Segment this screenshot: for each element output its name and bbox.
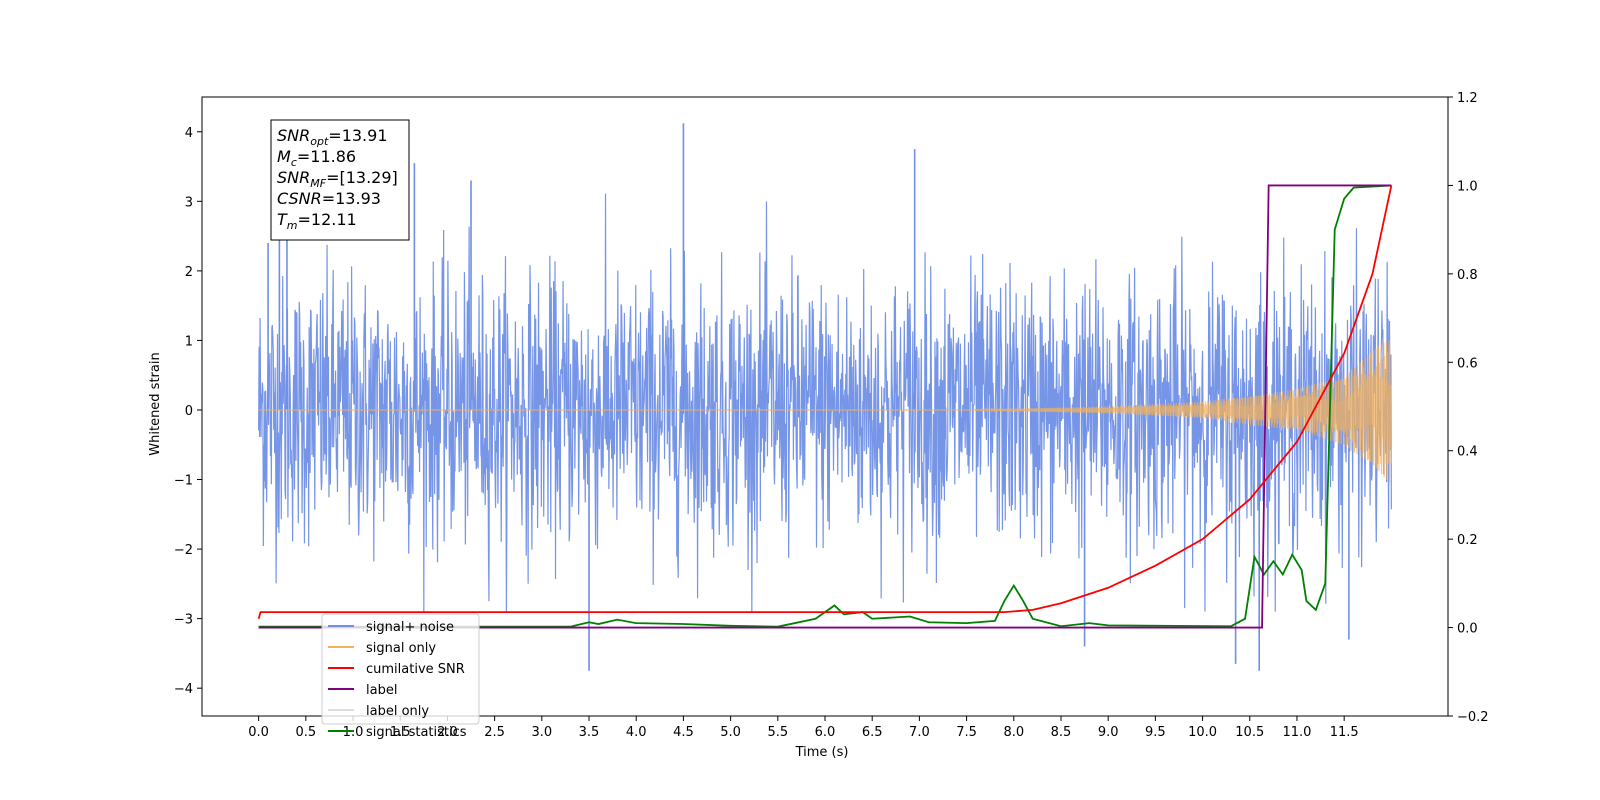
y-left-tick-label: −3 — [174, 613, 193, 628]
annotation-line: CSNR=13.93 — [277, 189, 381, 208]
x-tick-label: 11.5 — [1330, 725, 1359, 740]
x-tick-label: 6.5 — [862, 725, 883, 740]
legend-entry: cumilative SNR — [366, 662, 465, 677]
y-left-tick-label: 4 — [185, 126, 193, 141]
y-right-tick-label: 0.8 — [1457, 268, 1478, 283]
y-right-tick-label: 0.2 — [1457, 533, 1478, 548]
x-tick-label: 0.0 — [248, 725, 269, 740]
annotation-line: Mc=11.86 — [277, 147, 356, 169]
x-tick-label: 1.0 — [343, 725, 364, 740]
plot-area — [257, 123, 1393, 671]
y-left-tick-label: 2 — [185, 265, 193, 280]
x-tick-label: 4.0 — [626, 725, 647, 740]
series-signal-noise-peaks — [267, 123, 1350, 671]
legend-entry: label — [366, 683, 397, 698]
annotation-line: SNRopt=13.91 — [277, 126, 388, 148]
axes: 0.0 0.5 1.0 1.5 2.0 2.5 3.0 3.5 4.0 4.5 5.0 5.5 6.0 6… — [174, 91, 1489, 740]
x-tick-label: 3.0 — [531, 725, 552, 740]
x-tick-label: 4.5 — [673, 725, 694, 740]
y-right-tick-label: −0.2 — [1457, 710, 1489, 725]
legend-entry: label only — [366, 704, 429, 719]
y-right-tick-label: 1.2 — [1457, 91, 1478, 106]
legend: signal+ noise signal only cumilative SNR la… — [321, 613, 480, 740]
x-tick-label: 7.5 — [956, 725, 977, 740]
y-left-tick-label: 1 — [185, 334, 193, 349]
x-tick-label: 8.5 — [1051, 725, 1072, 740]
x-tick-label: 6.0 — [815, 725, 836, 740]
annotation-line: Tm=12.11 — [277, 210, 357, 232]
legend-frame — [321, 613, 480, 725]
y-right-tick-label: 0.4 — [1457, 445, 1478, 460]
x-axis-label: Time (s) — [795, 745, 849, 760]
x-tick-label: 10.5 — [1235, 725, 1264, 740]
x-tick-label: 9.0 — [1098, 725, 1119, 740]
y-left-tick-label: −4 — [174, 682, 193, 697]
x-tick-label: 1.5 — [390, 725, 411, 740]
x-tick-label: 7.0 — [909, 725, 930, 740]
x-tick-label: 8.0 — [1003, 725, 1024, 740]
y-right-tick-label: 0.6 — [1457, 356, 1478, 371]
series-signal-noise — [258, 193, 1392, 612]
series-cumulative-snr — [257, 185, 1393, 619]
x-tick-label: 5.5 — [767, 725, 788, 740]
series-signal-statistics — [258, 184, 1392, 628]
x-tick-label: 2.0 — [437, 725, 458, 740]
x-tick-label: 5.0 — [720, 725, 741, 740]
x-tick-label: 3.5 — [579, 725, 600, 740]
y-axis-left-label: Whitened strain — [148, 352, 163, 455]
x-tick-label: 10.0 — [1188, 725, 1217, 740]
y-right-tick-label: 0.0 — [1457, 622, 1478, 637]
series-signal-only — [258, 340, 1392, 483]
x-tick-label: 9.5 — [1145, 725, 1166, 740]
y-left-tick-label: 0 — [185, 404, 193, 419]
annotation-line: SNRMF=[13.29] — [277, 168, 398, 190]
stats-annotation-box: SNRopt=13.91Mc=11.86SNRMF=[13.29]CSNR=13… — [270, 119, 410, 241]
annotation-frame — [270, 119, 410, 241]
y-left-tick-label: −2 — [174, 543, 193, 558]
series-group — [257, 123, 1393, 671]
x-tick-label: 0.5 — [295, 725, 316, 740]
x-tick-label: 11.0 — [1282, 725, 1311, 740]
x-tick-label: 2.5 — [484, 725, 505, 740]
legend-entry: signal+ noise — [366, 620, 454, 635]
y-right-tick-label: 1.0 — [1457, 179, 1478, 194]
series-label — [258, 184, 1392, 629]
y-left-tick-label: 3 — [185, 195, 193, 210]
legend-entry: signal only — [366, 641, 436, 656]
y-left-tick-label: −1 — [174, 474, 193, 489]
legend-entry: signal statistics — [366, 725, 467, 740]
